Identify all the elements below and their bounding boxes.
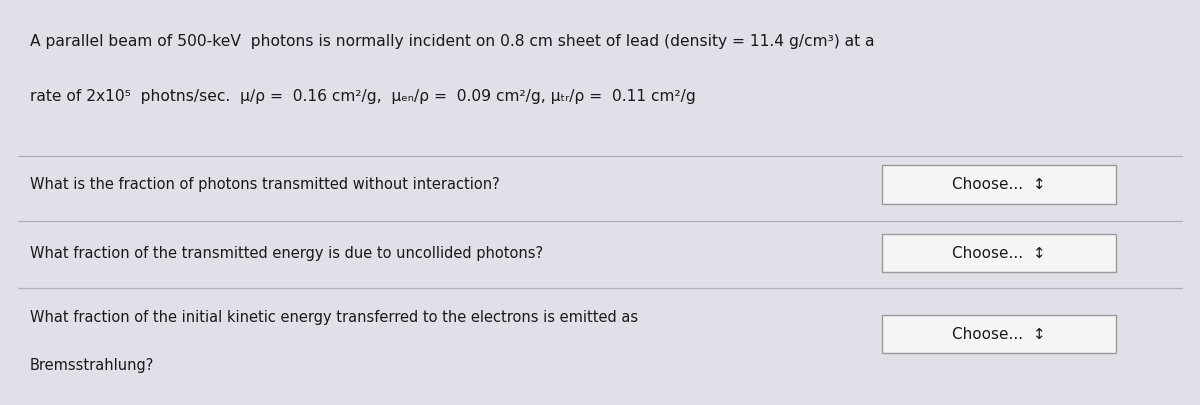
Text: rate of 2x10⁵  photns/sec.  μ/ρ =  0.16 cm²/g,  μₑₙ/ρ =  0.09 cm²/g, μₜᵣ/ρ =  0.: rate of 2x10⁵ photns/sec. μ/ρ = 0.16 cm²…: [30, 89, 696, 104]
Text: What is the fraction of photons transmitted without interaction?: What is the fraction of photons transmit…: [30, 177, 499, 192]
Text: A parallel beam of 500-keV  photons is normally incident on 0.8 cm sheet of lead: A parallel beam of 500-keV photons is no…: [30, 34, 875, 49]
Text: Choose...  ↕: Choose... ↕: [952, 245, 1046, 261]
Text: Choose...  ↕: Choose... ↕: [952, 326, 1046, 342]
FancyBboxPatch shape: [882, 165, 1116, 203]
FancyBboxPatch shape: [882, 234, 1116, 272]
Text: Choose...  ↕: Choose... ↕: [952, 177, 1046, 192]
FancyBboxPatch shape: [882, 315, 1116, 353]
Text: What fraction of the initial kinetic energy transferred to the electrons is emit: What fraction of the initial kinetic ene…: [30, 310, 638, 325]
Text: Bremsstrahlung?: Bremsstrahlung?: [30, 358, 155, 373]
Text: What fraction of the transmitted energy is due to uncollided photons?: What fraction of the transmitted energy …: [30, 245, 544, 261]
